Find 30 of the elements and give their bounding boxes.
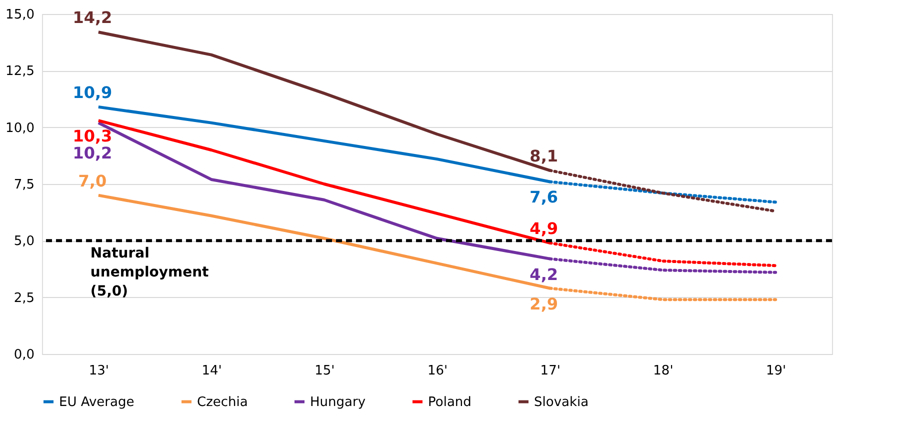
data-label: 4,2 <box>530 264 558 284</box>
x-tick-label: 17' <box>540 364 560 378</box>
x-tick-label: 16' <box>427 364 448 378</box>
legend-label: Hungary <box>310 394 366 410</box>
x-tick-label: 18' <box>653 364 674 378</box>
legend-label: EU Average <box>59 394 134 410</box>
data-label: 7,6 <box>530 188 558 207</box>
y-tick-label: 0,0 <box>14 348 34 362</box>
x-tick-label: 19' <box>766 364 786 378</box>
y-tick-label: 2,5 <box>14 290 34 306</box>
data-label: 8,1 <box>530 146 558 166</box>
y-tick-label: 5,0 <box>14 234 34 250</box>
data-label: 2,9 <box>530 294 558 314</box>
data-label: 7,0 <box>78 171 107 190</box>
x-tick-label: 13' <box>88 364 109 378</box>
data-label: 4,9 <box>530 218 558 238</box>
data-label: 10,9 <box>72 82 112 102</box>
data-label: 10,2 <box>72 144 112 163</box>
legend-label: Czechia <box>197 394 248 410</box>
x-tick-label: 14' <box>202 364 222 378</box>
data-label: 10,3 <box>72 126 112 146</box>
y-tick-label: 10,0 <box>6 120 34 136</box>
x-tick-label: 15' <box>314 364 335 378</box>
y-tick-label: 7,5 <box>14 178 34 192</box>
legend-label: Slovakia <box>534 394 589 410</box>
y-tick-label: 15,0 <box>6 8 34 22</box>
ref-line-label: Natural unemployment (5,0) <box>90 246 210 300</box>
y-tick-label: 12,5 <box>6 64 34 80</box>
data-label: 14,2 <box>72 8 112 28</box>
legend-label: Poland <box>428 394 472 410</box>
